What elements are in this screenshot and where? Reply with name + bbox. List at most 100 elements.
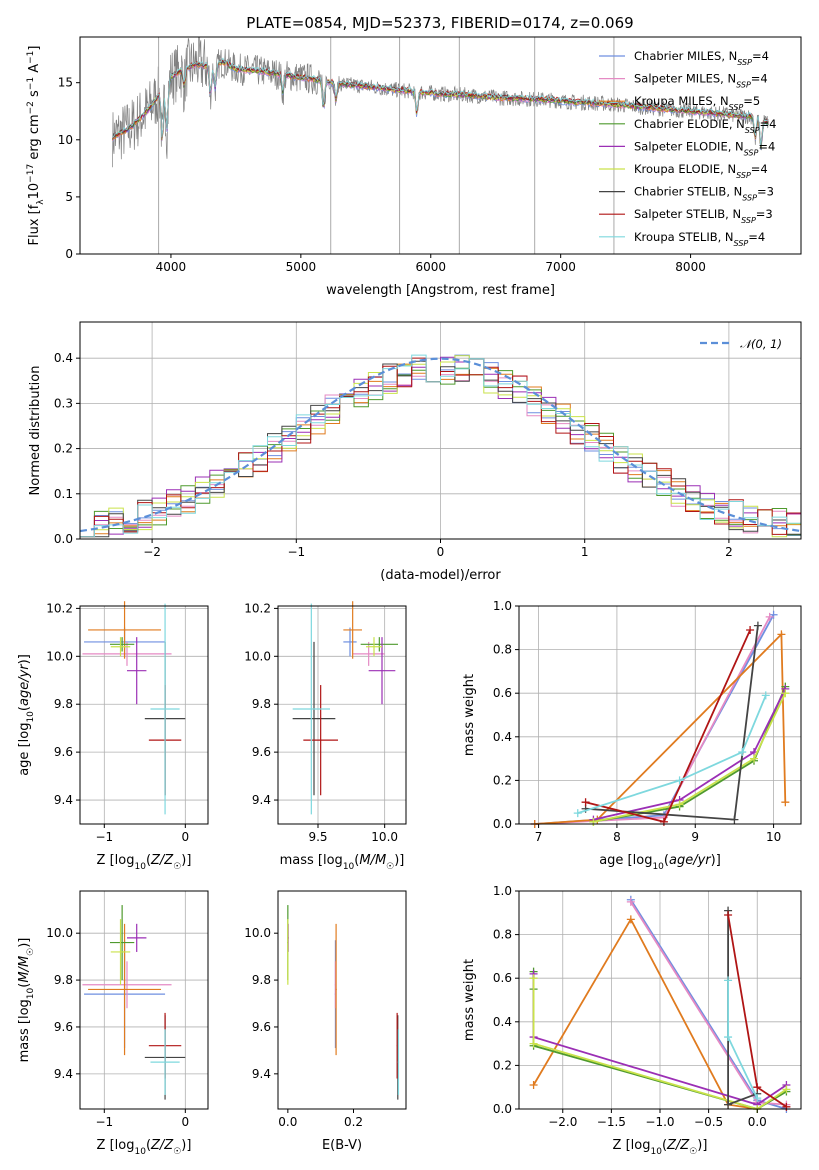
x-tick-label: 9 — [691, 830, 699, 844]
axes-residual_histograms: −2 −1 0 1 2 0.0 0.1 0.2 0.3 0.4 𝒩(0, 1) (data-model… — [28, 321, 802, 583]
weight-line — [585, 629, 751, 823]
axes-frame — [79, 36, 802, 255]
x-tick-label: −2 — [143, 545, 161, 559]
y-tick-label: 0.0 — [493, 817, 512, 831]
weight-point-marker — [753, 1083, 762, 1092]
errorbar-salpeter_stelib — [396, 1012, 398, 1079]
axes-frame — [518, 605, 802, 825]
x-tick-label: −2.0 — [548, 1115, 577, 1129]
axes-frame — [79, 890, 209, 1110]
model-line-kroupa_stelib — [112, 57, 769, 146]
y-tick-label: 9.4 — [252, 793, 271, 807]
weight-line-kroupa_stelib — [724, 976, 762, 1103]
axes-frame — [79, 605, 209, 825]
x-tick-label: 0.0 — [748, 1115, 767, 1129]
plot-area — [82, 601, 186, 815]
spectrum-line — [112, 37, 769, 168]
weight-line — [534, 616, 771, 825]
y-tick-label: 9.4 — [252, 1067, 271, 1081]
x-tick-label: −0.5 — [694, 1115, 723, 1129]
axes-frame — [518, 890, 802, 1110]
weight-point-marker — [724, 1100, 733, 1109]
legend-entry: Kroupa ELODIE, NSSP=4 — [634, 162, 768, 180]
y-axis-label: mass [log10(M/M☉)] — [17, 938, 36, 1063]
x-axis-label: E(B-V) — [322, 1138, 362, 1153]
errorbar-salpeter_stelib — [303, 685, 338, 796]
y-tick-label: 9.6 — [252, 1020, 271, 1034]
x-tick-label: 4000 — [156, 260, 187, 274]
y-axis-label: age [log10(age/yr)] — [17, 654, 36, 776]
weight-line — [532, 917, 758, 1110]
errorbar-salpeter_miles — [82, 641, 172, 666]
weight-line — [532, 978, 787, 1110]
axes-frame — [277, 605, 407, 825]
weight-point-marker — [724, 1033, 733, 1042]
grid-lines — [519, 890, 801, 1110]
weight-line-salpeter_stelib — [724, 910, 791, 1111]
errorbar-salpeter_elodie — [126, 923, 147, 952]
y-tick-label: 0.0 — [54, 532, 73, 546]
y-tick-label: 9.6 — [54, 1020, 73, 1034]
y-tick-label: 9.6 — [54, 745, 73, 759]
legend-entry: Salpeter STELIB, NSSP=3 — [634, 207, 773, 225]
x-tick-label: −1 — [95, 830, 113, 844]
errorbar-kroupa_stelib — [397, 1029, 400, 1095]
weight-line-kroupa_miles — [530, 630, 790, 828]
x-tick-label: 10.0 — [371, 830, 398, 844]
weight-line — [534, 632, 787, 825]
legend-entry: 𝒩(0, 1) — [740, 337, 782, 351]
x-tick-label: 0.2 — [344, 1115, 363, 1129]
grid-lines — [80, 606, 208, 824]
plot-area — [530, 610, 790, 828]
weight-point-marker — [659, 817, 668, 826]
weight-point-marker — [753, 621, 762, 630]
y-tick-label: 10 — [58, 133, 73, 147]
errorbar-chabrier_elodie — [109, 905, 135, 981]
errorbar-kroupa_stelib — [150, 603, 180, 815]
legend: 𝒩(0, 1) — [700, 337, 782, 351]
weight-point-marker — [626, 897, 635, 906]
y-tick-label: 0.0 — [493, 1102, 512, 1116]
x-tick-label: 2 — [725, 545, 733, 559]
weight-point-marker — [753, 1094, 762, 1103]
weight-point-marker — [675, 800, 684, 809]
y-tick-label: 10.0 — [244, 926, 271, 940]
errorbar-kroupa_elodie — [110, 637, 131, 657]
weight-point-marker — [746, 625, 755, 634]
plot-area — [292, 601, 398, 815]
weight-line-salpeter_elodie — [589, 684, 790, 824]
x-axis-label: wavelength [Angstrom, rest frame] — [326, 283, 555, 298]
errorbar-salpeter_miles — [82, 961, 172, 1009]
y-tick-label: 10.2 — [46, 601, 73, 615]
axes-age_vs_mass: 9.5 10.0 9.4 9.6 9.8 10.0 10.2 mass [log10(M/M☉… — [244, 601, 407, 872]
errorbar-kroupa_stelib — [292, 603, 330, 815]
y-tick-label: 9.8 — [54, 697, 73, 711]
weight-line-chabrier_miles — [530, 610, 778, 828]
legend-entry: Chabrier ELODIE, NSSP=4 — [634, 117, 776, 135]
weight-line — [593, 688, 787, 821]
x-tick-label: −1 — [287, 545, 305, 559]
plot-area — [82, 905, 186, 1100]
x-tick-label: 1 — [581, 545, 589, 559]
plot-area — [80, 354, 801, 538]
legend-entry: Kroupa STELIB, NSSP=4 — [634, 230, 765, 248]
y-tick-label: 0 — [65, 247, 73, 261]
legend: Chabrier MILES, NSSP=4 Salpeter MILES, NS… — [599, 49, 776, 247]
weight-point-marker — [761, 691, 770, 700]
plot-area — [112, 37, 769, 254]
weight-point-marker — [573, 809, 582, 818]
axes-frame — [277, 890, 407, 1110]
y-axis-label: Flux [fλ10−17 erg cm−2 s−1 A−1] — [26, 46, 46, 246]
y-tick-label: 1.0 — [493, 599, 512, 613]
weight-point-marker — [529, 1039, 538, 1048]
x-tick-label: 0 — [181, 830, 189, 844]
errorbar-kroupa_elodie — [366, 637, 382, 657]
y-tick-label: 1.0 — [493, 884, 512, 898]
x-tick-label: −1.0 — [645, 1115, 674, 1129]
y-tick-label: 5 — [65, 190, 73, 204]
axes-spectrum: 4000 5000 6000 7000 8000 0 5 10 15 Chabrier MILES… — [26, 36, 802, 298]
errorbar-kroupa_stelib — [150, 1029, 180, 1095]
weight-line — [585, 625, 759, 821]
y-tick-label: 10.2 — [244, 601, 271, 615]
